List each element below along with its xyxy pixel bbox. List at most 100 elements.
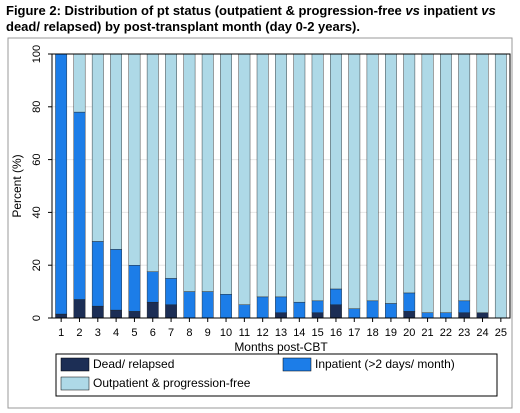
bar-inpatient	[165, 278, 177, 305]
bar-inpatient	[128, 265, 141, 312]
bar-outpatient	[385, 53, 397, 304]
bar-outpatient	[440, 53, 452, 313]
bar-dead-relapsed	[275, 312, 287, 319]
legend-label-outpatient: Outpatient & progression-free	[93, 376, 251, 390]
bar-inpatient	[238, 304, 251, 319]
x-tick-label: 23	[458, 327, 470, 339]
x-tick-label: 4	[113, 327, 119, 339]
x-tick-label: 12	[257, 327, 269, 339]
bar-outpatient	[421, 53, 434, 313]
bar-dead-relapsed	[91, 305, 104, 319]
bar-outpatient	[293, 53, 306, 303]
x-tick-label: 21	[421, 327, 433, 339]
x-tick-label: 5	[131, 327, 137, 339]
title-segment: inpatient	[419, 3, 482, 18]
y-tick-label: 80	[31, 101, 43, 113]
bar-inpatient	[275, 296, 287, 313]
x-tick-label: 13	[275, 327, 287, 339]
figure-title-line-1: Figure 2: Distribution of pt status (out…	[6, 3, 516, 19]
x-tick-label: 24	[476, 327, 488, 339]
bar-inpatient	[421, 312, 434, 319]
bar-inpatient	[91, 241, 104, 307]
bar-dead-relapsed	[476, 312, 489, 319]
bar-inpatient	[348, 308, 361, 319]
bar-outpatient	[110, 53, 122, 250]
bar-outpatient	[403, 53, 416, 294]
bar-inpatient	[403, 292, 416, 312]
x-tick-label: 2	[76, 327, 82, 339]
y-tick-label: 0	[31, 315, 43, 321]
bar-outpatient	[165, 53, 177, 279]
bar-inpatient	[293, 301, 306, 319]
y-axis-label: Percent (%)	[10, 154, 24, 217]
x-tick-label: 14	[293, 327, 305, 339]
bar-inpatient	[385, 303, 397, 319]
bar-inpatient	[330, 288, 342, 305]
bar-outpatient	[238, 53, 251, 306]
x-tick-label: 8	[186, 327, 192, 339]
bar-dead-relapsed	[73, 299, 86, 319]
bar-inpatient	[458, 300, 471, 313]
bar-outpatient	[220, 53, 232, 295]
bar-outpatient	[128, 53, 141, 266]
bar-inpatient	[311, 300, 324, 313]
title-segment: Figure 2: Distribution of pt status (out…	[6, 3, 406, 18]
x-tick-label: 16	[330, 327, 342, 339]
y-axis-ticks: 0 20 40 60 80 100	[31, 45, 52, 321]
bar-outpatient	[458, 53, 471, 302]
y-tick-label: 20	[31, 259, 43, 271]
x-tick-label: 15	[312, 327, 324, 339]
bar-outpatient	[366, 53, 379, 302]
bar-inpatient	[440, 312, 452, 319]
y-tick-label: 40	[31, 206, 43, 218]
bar-inpatient	[201, 291, 214, 319]
x-tick-label: 7	[168, 327, 174, 339]
y-tick-label: 100	[31, 45, 43, 63]
bar-inpatient	[220, 294, 232, 319]
title-segment-italic: vs	[481, 3, 496, 18]
x-tick-label: 6	[150, 327, 156, 339]
bar-inpatient	[73, 111, 86, 300]
x-tick-label: 19	[385, 327, 397, 339]
bar-outpatient	[91, 53, 104, 242]
bar-dead-relapsed	[55, 313, 68, 319]
x-tick-label: 22	[440, 327, 452, 339]
title-segment-italic: vs	[405, 3, 420, 18]
bar-inpatient	[146, 271, 159, 303]
y-tick-label: 60	[31, 153, 43, 165]
bar-dead-relapsed	[330, 304, 342, 319]
bar-inpatient	[110, 249, 122, 311]
bar-outpatient	[494, 53, 507, 319]
x-tick-label: 10	[220, 327, 232, 339]
legend-swatch-dead	[60, 357, 90, 372]
bar-inpatient	[256, 296, 269, 319]
bar-dead-relapsed	[311, 312, 324, 319]
figure-title-line-2: dead/ relapsed) by post-transplant month…	[6, 19, 360, 34]
bars	[55, 53, 507, 319]
x-tick-label: 20	[403, 327, 415, 339]
x-axis-label: Months post-CBT	[234, 340, 328, 354]
bar-inpatient	[183, 291, 196, 319]
bar-outpatient	[311, 53, 324, 302]
bar-dead-relapsed	[128, 311, 141, 319]
bar-dead-relapsed	[165, 304, 177, 319]
x-tick-label: 18	[366, 327, 378, 339]
legend-swatch-outpatient	[60, 376, 90, 391]
bar-outpatient	[330, 53, 342, 290]
x-tick-label: 11	[239, 327, 250, 339]
bar-outpatient	[201, 53, 214, 292]
x-axis-ticks: 1 2 3 4 5 6 7 8 9 10 11 12 13 14 15 16 17 18 19 20 21 22 23 24 2…	[58, 318, 507, 339]
figure-title: Figure 2: Distribution of pt status (out…	[6, 3, 516, 35]
legend-frame	[55, 353, 498, 397]
legend-swatch-inpatient	[282, 357, 312, 372]
bar-outpatient	[73, 53, 86, 113]
legend: Dead/ relapsed Inpatient (>2 days/ month…	[55, 353, 498, 397]
legend-label-dead: Dead/ relapsed	[93, 357, 174, 371]
bar-outpatient	[256, 53, 269, 298]
x-tick-label: 17	[348, 327, 360, 339]
bar-outpatient	[183, 53, 196, 292]
bar-dead-relapsed	[403, 311, 416, 319]
x-tick-label: 9	[205, 327, 211, 339]
x-tick-label: 1	[58, 327, 64, 339]
